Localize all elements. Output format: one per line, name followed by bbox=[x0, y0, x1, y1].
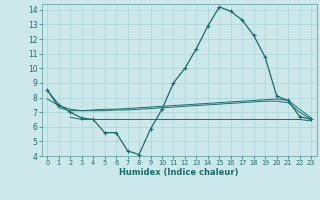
X-axis label: Humidex (Indice chaleur): Humidex (Indice chaleur) bbox=[119, 168, 239, 177]
